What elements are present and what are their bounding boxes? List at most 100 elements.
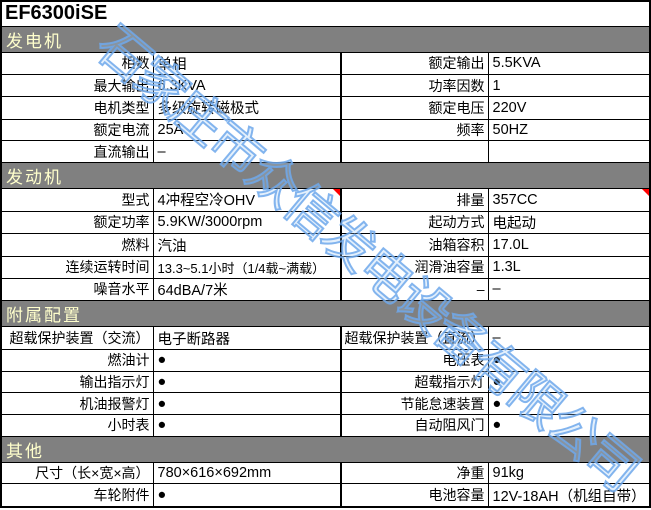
spec-row: 噪音水平 64dBA/7米 – – [0,277,651,302]
spec-value: 50HZ [487,118,651,142]
spec-value: 单相 [152,51,342,76]
spec-label: 尺寸（长×宽×高） [0,461,154,485]
spec-value: 780×616×692mm [152,461,342,485]
section-row: 其他 [0,435,651,463]
section-row: 发动机 [0,161,651,189]
spec-value: 91kg [487,461,651,485]
spec-value: 357CC [487,187,651,212]
spec-value: 6.3KVA [152,74,342,97]
spec-row: 直流输出 – [0,140,651,163]
comment-indicator [642,189,650,196]
spec-label: 超载保护装置（直流） [340,326,489,350]
spec-label: 额定电压 [340,95,489,120]
spec-row: 小时表 ● 自动阻风门 ● [0,413,651,437]
spec-label: 相数 [0,51,154,76]
spec-value: ● [487,348,651,372]
spec-value: 1 [487,74,651,97]
spec-row: 尺寸（长×宽×高） 780×616×692mm 净重 91kg [0,461,651,485]
spec-value: ● [152,348,342,372]
spec-label: 额定电流 [0,118,154,142]
spec-value: 4冲程空冷OHV [152,187,342,212]
spec-value: 1.3L [487,255,651,279]
spec-label: 车轮附件 [0,483,154,508]
spec-label: 排量 [340,187,489,212]
spec-value: 220V [487,95,651,120]
spec-label: 超载保护装置（交流） [0,326,154,350]
spec-label: 额定功率 [0,210,154,235]
section-row: 发电机 [0,25,651,53]
section-header-other: 其他 [0,435,651,463]
section-row: 附属配置 [0,300,651,328]
spec-row: 燃料 汽油 油箱容积 17.0L [0,233,651,257]
spec-label: 型式 [0,187,154,212]
spec-row: 燃油计 ● 电压表 ● [0,348,651,372]
spec-row: 额定电流 25A 频率 50HZ [0,118,651,142]
spec-value: 13.3~5.1小时（1/4载~满载） [152,255,342,279]
comment-indicator [333,189,339,196]
spec-label: 超载指示灯 [340,370,489,394]
spec-row: 超载保护装置（交流） 电子断路器 超载保护装置（直流） – [0,326,651,350]
spec-label: 润滑油容量 [340,255,489,279]
spec-label: 电机类型 [0,95,154,120]
spec-label: 连续运转时间 [0,255,154,279]
spec-value: 电起动 [487,210,651,235]
spec-row: 输出指示灯 ● 超载指示灯 ● [0,370,651,394]
spec-value: ● [487,392,651,415]
section-header-generator: 发电机 [0,25,651,53]
model-title: EF6300iSE [0,0,651,27]
spec-label: 燃料 [0,233,154,257]
spec-value: – [487,277,651,302]
spec-row: 型式 4冲程空冷OHV 排量 357CC [0,187,651,212]
section-header-accessories: 附属配置 [0,300,651,328]
spec-label: 自动阻风门 [340,413,489,437]
spec-value: – [152,140,342,163]
spec-label: 最大输出 [0,74,154,97]
spec-label: 直流输出 [0,140,154,163]
spec-value: ● [152,413,342,437]
spec-label [340,140,489,163]
spec-value: ● [487,413,651,437]
spec-label: 频率 [340,118,489,142]
spec-value: 25A [152,118,342,142]
spec-value: 电子断路器 [152,326,342,350]
spec-label: 噪音水平 [0,277,154,302]
spec-label: 燃油计 [0,348,154,372]
spec-row: 电机类型 多级旋转磁极式 额定电压 220V [0,95,651,120]
spec-value: ● [487,370,651,394]
spec-row: 连续运转时间 13.3~5.1小时（1/4载~满载） 润滑油容量 1.3L [0,255,651,279]
spec-row: 最大输出 6.3KVA 功率因数 1 [0,74,651,97]
spec-label: – [340,277,489,302]
spec-label: 机油报警灯 [0,392,154,415]
spec-value-text: 357CC [492,191,538,208]
spec-label: 电池容量 [340,483,489,508]
spec-label: 起动方式 [340,210,489,235]
spec-value: 12V-18AH（机组自带） [487,483,651,508]
spec-row: 相数 单相 额定输出 5.5KVA [0,51,651,76]
spec-value: 汽油 [152,233,342,257]
spec-value [487,140,651,163]
spec-value: 64dBA/7米 [152,277,342,302]
spec-row: 机油报警灯 ● 节能怠速装置 ● [0,392,651,415]
spec-value-text: 4冲程空冷OHV [157,193,256,210]
spec-label: 油箱容积 [340,233,489,257]
spec-label: 输出指示灯 [0,370,154,394]
spec-label: 功率因数 [340,74,489,97]
section-header-engine: 发动机 [0,161,651,189]
spec-value: ● [152,483,342,508]
spec-label: 电压表 [340,348,489,372]
spec-value: 5.9KW/3000rpm [152,210,342,235]
spec-value: ● [152,392,342,415]
spec-value: 多级旋转磁极式 [152,95,342,120]
spec-row: 车轮附件 ● 电池容量 12V-18AH（机组自带） [0,483,651,508]
spec-value: 17.0L [487,233,651,257]
spec-value: – [487,326,651,350]
spec-value: ● [152,370,342,394]
spec-label: 节能怠速装置 [340,392,489,415]
title-row: EF6300iSE [0,0,651,27]
spec-label: 额定输出 [340,51,489,76]
spec-label: 净重 [340,461,489,485]
spec-label: 小时表 [0,413,154,437]
spec-row: 额定功率 5.9KW/3000rpm 起动方式 电起动 [0,210,651,235]
